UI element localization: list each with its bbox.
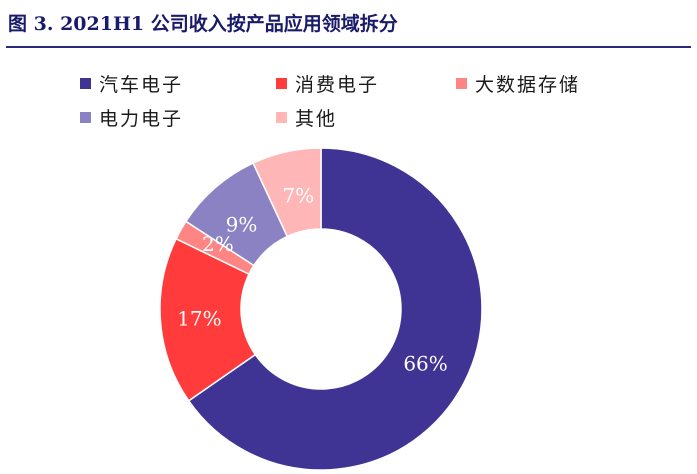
legend-swatch [80,111,91,123]
legend-item-other: 其他 [276,104,337,130]
figure-title: 图 3. 2021H1 公司收入按产品应用领域拆分 [8,13,398,35]
donut-slice [252,147,322,238]
legend-label: 大数据存储 [475,73,581,96]
legend-swatch [80,77,91,89]
slice-data-label: 2% [202,232,234,256]
legend-item-storage: 大数据存储 [456,70,580,96]
legend-item-consumer: 消费电子 [276,70,379,96]
legend-label: 消费电子 [295,73,380,96]
legend-swatch [276,111,287,123]
slice-data-label: 9% [226,213,258,237]
legend-label: 其他 [295,107,338,130]
legend-item-power: 电力电子 [80,104,183,130]
donut-slice [187,147,483,471]
legend-swatch [456,77,467,89]
donut-slice [159,237,257,402]
legend-item-auto: 汽车电子 [80,70,183,96]
title-divider [6,46,691,48]
slice-data-label: 17% [177,306,221,330]
slice-data-label: 66% [403,352,447,376]
slice-data-label: 7% [282,183,314,207]
legend-label: 汽车电子 [99,73,184,96]
legend-swatch [276,77,287,89]
legend-label: 电力电子 [99,107,184,130]
